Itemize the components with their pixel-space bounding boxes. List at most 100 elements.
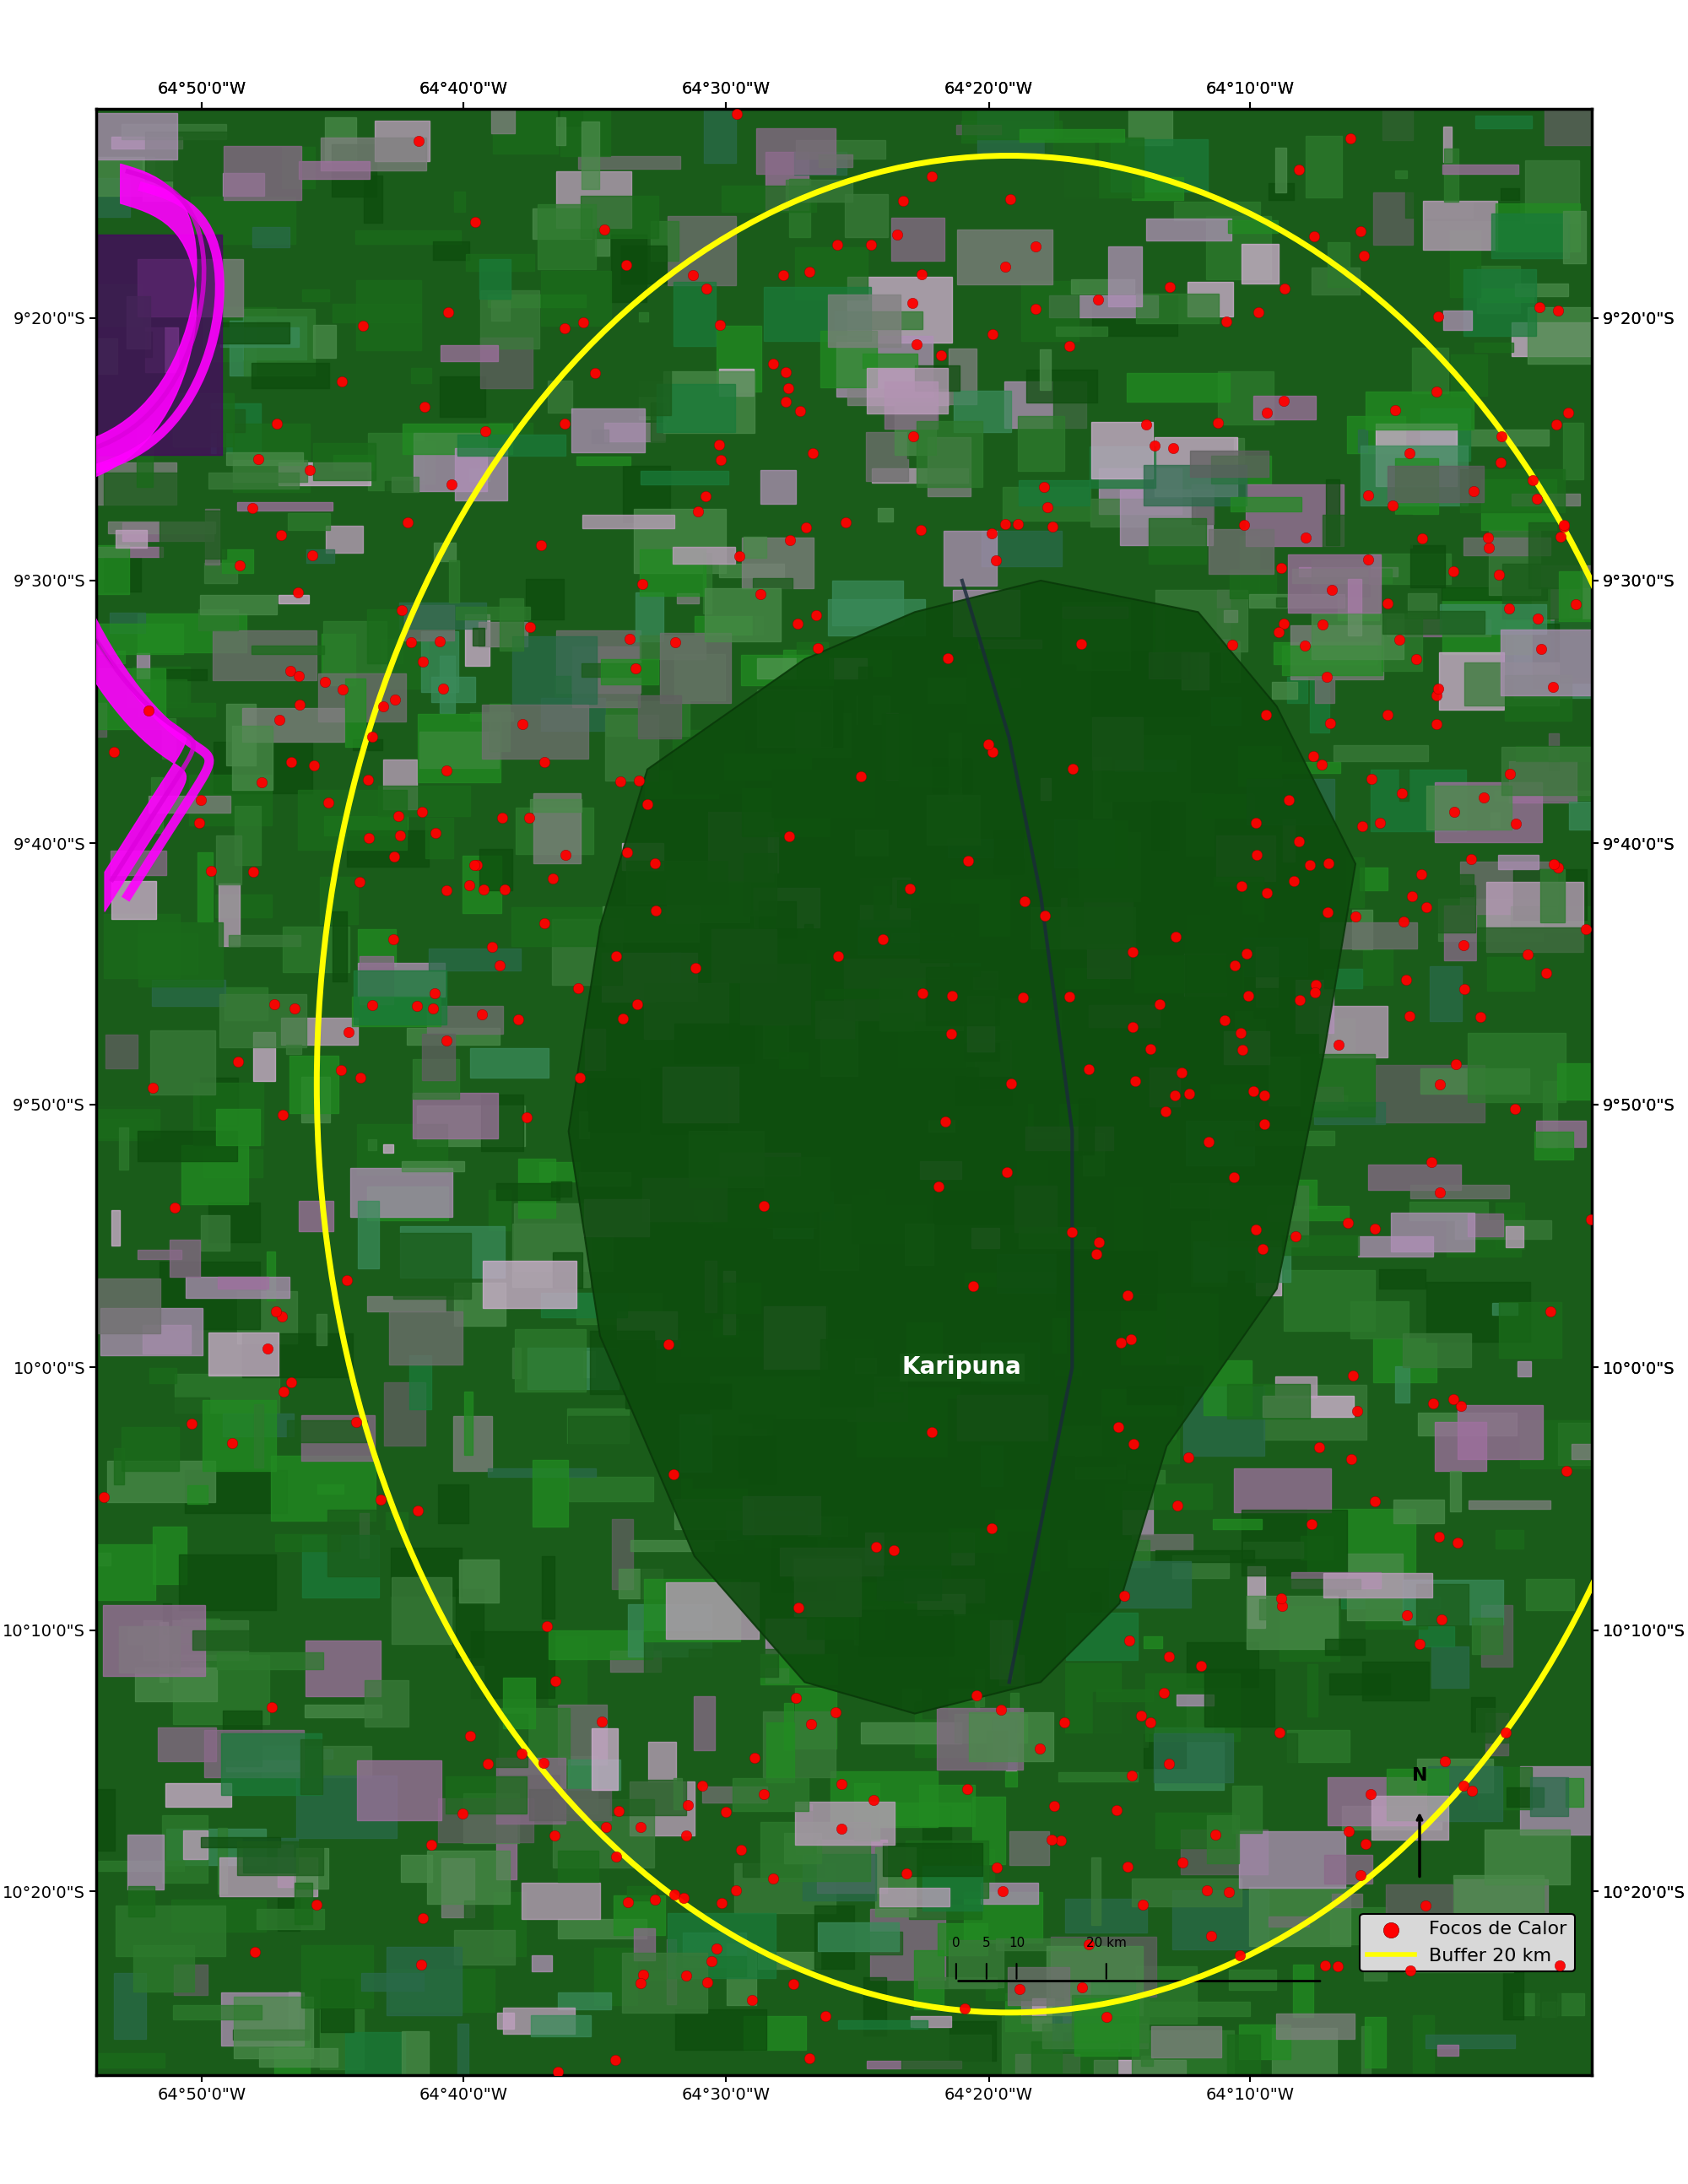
Bar [1133,177,1183,201]
Bar [753,579,793,638]
Point [1313,895,1340,930]
Bar [1166,1293,1210,1356]
Point [456,1719,483,1754]
Bar [427,1852,510,1904]
Bar [780,1548,883,1577]
Bar [1053,142,1094,159]
Bar [236,502,333,511]
Bar [920,904,979,963]
Bar [743,2016,807,2051]
Bar [1090,1592,1101,1614]
Bar [1501,188,1519,201]
Bar [1431,1059,1452,1070]
Bar [905,1223,933,1265]
Bar [46,332,152,356]
Point [604,1793,631,1828]
Bar [204,308,275,360]
Bar [189,1664,208,1671]
Point [1234,935,1261,970]
Bar [174,1966,208,1994]
Bar [473,629,484,644]
Bar [908,419,932,459]
Bar [236,1841,322,1874]
Bar [437,1485,468,1524]
Bar [390,1968,495,2011]
Point [1055,978,1082,1013]
Bar [552,1251,582,1289]
Bar [756,690,832,747]
Bar [1232,1787,1263,1832]
Point [1342,900,1369,935]
Bar [127,679,186,708]
Bar [743,852,776,915]
Point [408,1948,436,1983]
Bar [353,970,447,1024]
Bar [83,1553,111,1566]
Bar [1528,522,1580,587]
Bar [1041,2025,1148,2049]
Bar [533,793,581,863]
Bar [1455,1221,1551,1238]
Bar [878,1391,901,1402]
Point [1119,1758,1146,1793]
Point [1244,295,1271,330]
Bar [947,839,1023,856]
Point [900,419,927,454]
Bar [1374,1339,1436,1382]
Point [869,922,896,957]
Point [1413,1887,1440,1922]
Bar [1144,1734,1187,1769]
Bar [611,236,647,301]
Point [1197,1918,1224,1952]
Point [1092,1998,1119,2033]
Bar [881,714,912,780]
Bar [724,753,810,780]
Bar [226,452,304,465]
Bar [538,1162,581,1182]
Text: 10: 10 [1008,1937,1025,1950]
Point [354,762,381,797]
Point [1146,987,1173,1022]
Bar [564,1350,594,1378]
Bar [1443,127,1452,162]
Bar [1570,587,1604,660]
Bar [982,531,1062,566]
Bar [773,769,874,817]
Bar [1062,898,1133,948]
Bar [726,996,820,1020]
Point [270,1374,297,1409]
Point [398,625,425,660]
Point [1242,806,1269,841]
Bar [122,1426,179,1470]
Bar [706,587,782,642]
Bar [1457,1404,1543,1459]
Bar [1011,1693,1020,1732]
Point [798,1706,825,1741]
Bar [891,933,954,941]
Bar [1141,2055,1153,2066]
Point [660,1876,687,1911]
Bar [697,1415,711,1424]
Bar [1031,2042,1117,2077]
Point [510,708,537,743]
Bar [284,926,349,972]
Bar [201,1077,238,1125]
Point [1069,1970,1096,2005]
Point [993,249,1020,284]
Bar [1210,1186,1308,1247]
Bar [1224,1031,1269,1064]
Bar [1040,778,1052,799]
Bar [883,1843,982,1876]
Bar [388,1313,463,1365]
Bar [1440,605,1546,633]
Bar [873,470,969,483]
Point [538,860,565,895]
Bar [1057,1251,1156,1310]
Bar [1315,673,1334,703]
Bar [864,1533,974,1564]
Bar [1166,1319,1178,1363]
Point [179,1406,206,1441]
Point [1555,395,1582,430]
Point [1374,585,1401,620]
Bar [928,677,974,703]
